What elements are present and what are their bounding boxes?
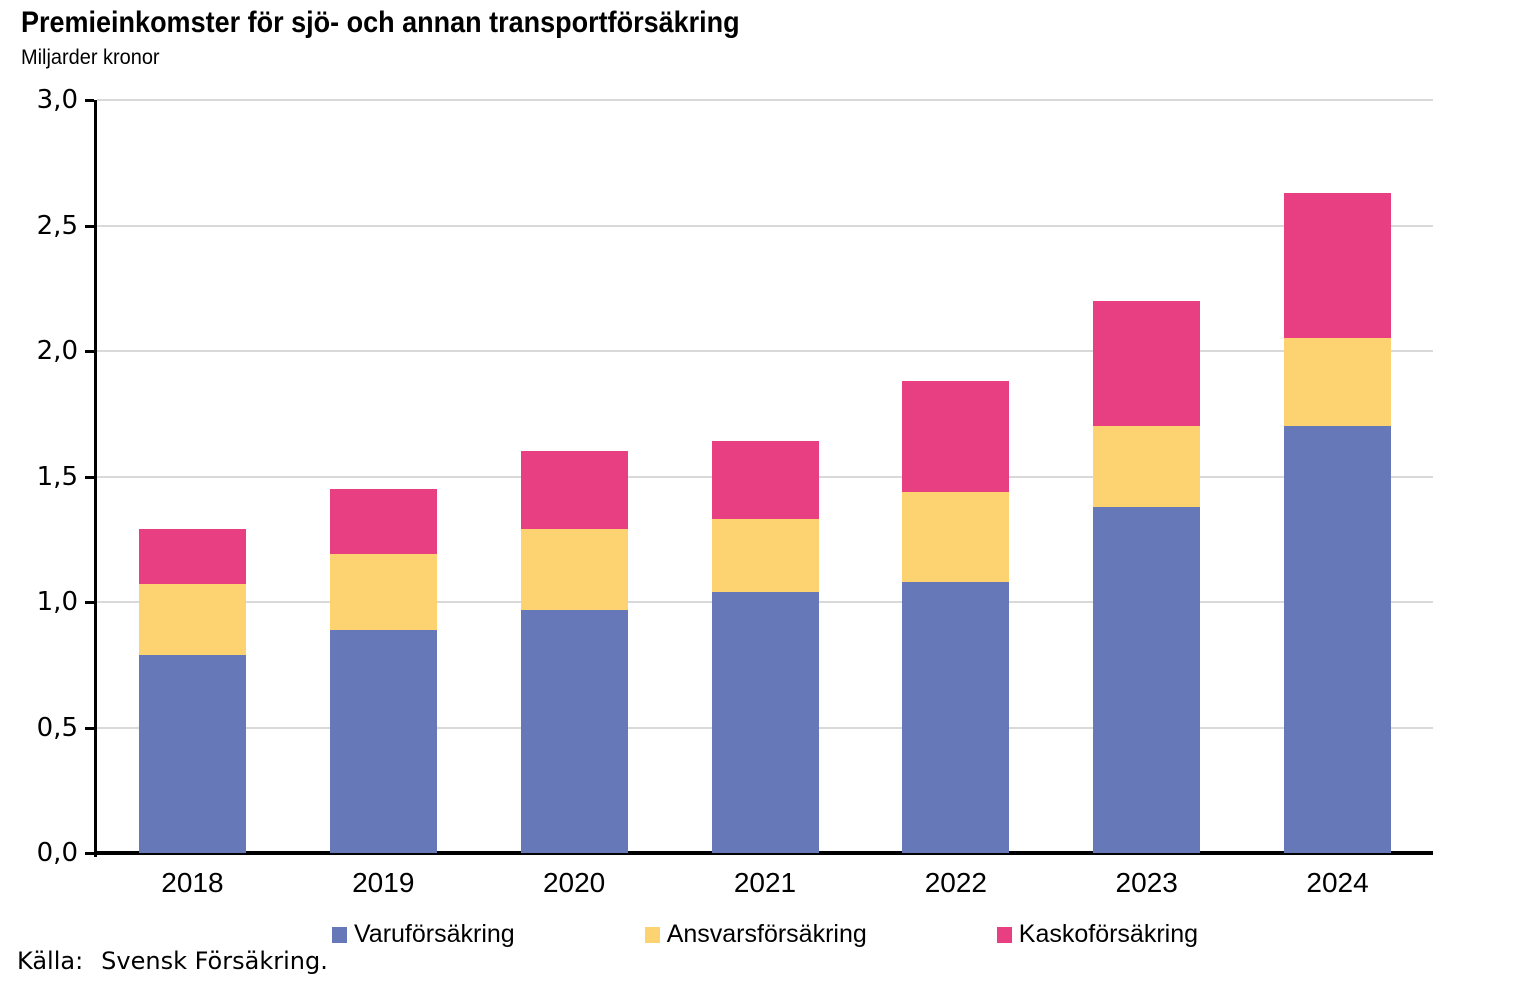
- bar-2019: [329, 100, 437, 853]
- y-axis-label: 0,0: [36, 838, 78, 868]
- chart-subtitle: Miljarder kronor: [21, 46, 160, 69]
- x-axis-label: 2023: [1115, 867, 1178, 898]
- legend-item-varuforsakring: Varuförsäkring: [331, 919, 515, 949]
- bar-2023: [1093, 100, 1201, 853]
- bar-segment-kaskoforsakring: [902, 381, 1010, 492]
- x-axis-label: 2024: [1306, 867, 1369, 898]
- bar-segment-ansvarsforsakring: [711, 519, 819, 592]
- legend-swatch-ansvarsforsakring: [644, 927, 660, 943]
- legend-label: Kaskoförsäkring: [1018, 920, 1199, 948]
- bar-segment-varuforsakring: [329, 629, 437, 853]
- legend-swatch-kaskoforsakring: [996, 927, 1012, 943]
- y-axis-tick: [85, 601, 94, 604]
- bar-segment-ansvarsforsakring: [329, 554, 437, 630]
- legend-swatch-varuforsakring: [331, 927, 347, 943]
- y-axis-tick: [85, 350, 94, 353]
- y-axis-label: 1,5: [36, 461, 78, 492]
- x-axis-label: 2019: [352, 867, 415, 898]
- bar-segment-kaskoforsakring: [520, 451, 628, 530]
- y-axis-tick: [85, 852, 94, 855]
- bar-2020: [520, 100, 628, 853]
- y-axis-label: 0,5: [36, 712, 78, 743]
- bar-segment-varuforsakring: [902, 581, 1010, 853]
- bar-segment-varuforsakring: [520, 609, 628, 853]
- legend-item-kaskoforsakring: Kaskoförsäkring: [996, 919, 1199, 949]
- source-text: Svensk Försäkring.: [101, 947, 328, 975]
- bar-segment-ansvarsforsakring: [902, 491, 1010, 582]
- bar-segment-kaskoforsakring: [1284, 192, 1392, 339]
- bar-segment-ansvarsforsakring: [1284, 338, 1392, 427]
- bar-2021: [711, 100, 819, 853]
- source-label: Källa:: [17, 947, 84, 975]
- y-axis-label: 2,0: [36, 336, 78, 366]
- legend-label: Varuförsäkring: [353, 920, 515, 948]
- y-axis-tick: [85, 475, 94, 479]
- y-axis-tick: [85, 726, 94, 730]
- y-axis-tick: [85, 224, 94, 228]
- bar-segment-varuforsakring: [138, 654, 246, 853]
- gridline: [97, 99, 1433, 101]
- bar-segment-ansvarsforsakring: [1093, 426, 1201, 507]
- bar-segment-kaskoforsakring: [138, 529, 246, 585]
- bar-segment-ansvarsforsakring: [138, 584, 246, 655]
- gridline: [97, 224, 1433, 227]
- bar-2024: [1284, 100, 1392, 853]
- y-axis-label: 3,0: [36, 85, 78, 115]
- y-axis-label: 2,5: [36, 210, 78, 241]
- bar-segment-ansvarsforsakring: [520, 529, 628, 610]
- bar-segment-varuforsakring: [711, 591, 819, 853]
- bar-segment-varuforsakring: [1093, 506, 1201, 853]
- x-axis-label: 2021: [733, 867, 797, 898]
- legend-item-ansvarsforsakring: Ansvarsförsäkring: [644, 919, 867, 949]
- x-axis-label: 2018: [161, 867, 224, 898]
- bar-segment-kaskoforsakring: [1093, 300, 1201, 427]
- x-axis-label: 2020: [542, 867, 606, 898]
- bar-segment-kaskoforsakring: [329, 489, 437, 555]
- x-axis-label: 2022: [924, 867, 987, 898]
- bar-segment-kaskoforsakring: [711, 441, 819, 520]
- legend: Varuförsäkring Ansvarsförsäkring Kaskoförs…: [97, 916, 1433, 952]
- legend-label: Ansvarsförsäkring: [666, 920, 867, 948]
- y-axis-tick: [85, 99, 94, 102]
- source-note: Källa: Svensk Försäkring.: [17, 944, 328, 978]
- bar-segment-varuforsakring: [1284, 426, 1392, 853]
- bar-2018: [138, 100, 246, 853]
- y-axis-line: [94, 100, 97, 857]
- chart-title: Premieinkomster för sjö- och annan trans…: [21, 6, 740, 39]
- bar-2022: [902, 100, 1010, 853]
- x-axis-line: [94, 851, 1433, 855]
- gridline: [97, 350, 1433, 352]
- y-axis-label: 1,0: [36, 587, 78, 617]
